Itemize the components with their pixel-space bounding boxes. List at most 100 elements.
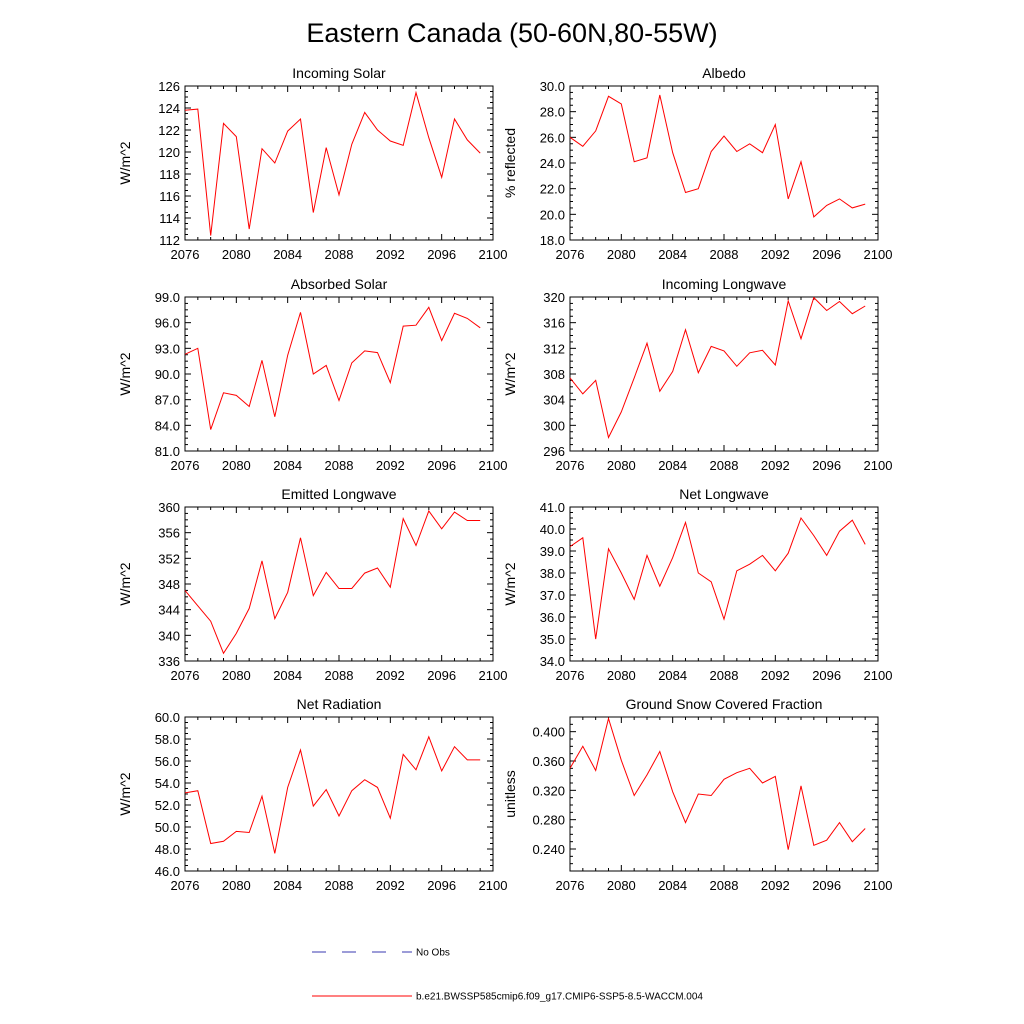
panel-2: Albedo 2076 2080 2084 2088 2092 2096 2100 18.0 20… xyxy=(502,65,892,262)
y-tick-label: 48.0 xyxy=(155,842,180,857)
x-tick-label: 2088 xyxy=(710,247,739,262)
y-tick-label: 0.320 xyxy=(532,783,565,798)
x-tick-label: 2100 xyxy=(864,668,893,683)
plot-frame xyxy=(569,506,879,662)
y-tick-label: 116 xyxy=(159,189,180,204)
y-tick-label: 114 xyxy=(159,211,180,226)
panel-4: Incoming Longwave 2076 2080 2084 2088 2092 209… xyxy=(502,276,892,473)
y-tick-label: 37.0 xyxy=(540,588,565,603)
x-tick-label: 2092 xyxy=(761,668,790,683)
x-tick-label: 2080 xyxy=(222,458,251,473)
y-tick-label: 28.0 xyxy=(540,105,565,120)
series-line xyxy=(184,90,481,236)
y-tick-label: 316 xyxy=(543,316,565,331)
x-tick-label: 2084 xyxy=(658,878,687,893)
panel-8: Ground Snow Covered Fraction 2076 2080 2084… xyxy=(502,696,892,893)
figure-title: Eastern Canada (50-60N,80-55W) xyxy=(306,18,717,48)
y-tick-label: 18.0 xyxy=(540,233,565,248)
y-tick-label: 360 xyxy=(158,500,180,515)
x-tick-label: 2080 xyxy=(607,458,636,473)
x-tick-label: 2076 xyxy=(171,458,200,473)
y-tick-label: 36.0 xyxy=(540,610,565,625)
x-tick-label: 2096 xyxy=(427,247,456,262)
x-tick-label: 2096 xyxy=(812,668,841,683)
y-tick-label: 30.0 xyxy=(540,79,565,94)
x-tick-label: 2076 xyxy=(171,247,200,262)
x-tick-label: 2088 xyxy=(325,668,354,683)
y-axis-label: unitless xyxy=(502,770,518,817)
y-tick-label: 126 xyxy=(158,79,180,94)
y-tick-label: 122 xyxy=(158,123,180,138)
legend-label: b.e21.BWSSP585cmip6.f09_g17.CMIP6-SSP5-8… xyxy=(416,992,703,1003)
plot-frame xyxy=(184,85,494,241)
legend-item: b.e21.BWSSP585cmip6.f09_g17.CMIP6-SSP5-8… xyxy=(312,992,703,1003)
x-tick-label: 2096 xyxy=(812,458,841,473)
x-tick-label: 2084 xyxy=(658,668,687,683)
y-tick-label: 87.0 xyxy=(155,393,180,408)
series-line xyxy=(569,716,866,850)
x-tick-label: 2080 xyxy=(222,668,251,683)
y-tick-label: 54.0 xyxy=(155,776,180,791)
panel-7: Net Radiation 2076 2080 2084 2088 2092 2096 210… xyxy=(117,696,507,893)
plot-frame xyxy=(184,296,494,452)
x-tick-label: 2092 xyxy=(376,458,405,473)
x-tick-label: 2084 xyxy=(658,247,687,262)
plot-frame xyxy=(569,85,879,241)
y-tick-label: 58.0 xyxy=(155,732,180,747)
y-tick-label: 336 xyxy=(158,654,180,669)
y-tick-label: 60.0 xyxy=(155,710,180,725)
x-tick-label: 2096 xyxy=(427,878,456,893)
panel-6: Net Longwave 2076 2080 2084 2088 2092 2096 2100… xyxy=(502,486,892,683)
panel-title: Absorbed Solar xyxy=(291,276,388,292)
y-axis-label: W/m^2 xyxy=(117,772,133,815)
y-tick-label: 352 xyxy=(158,551,180,566)
y-tick-label: 96.0 xyxy=(155,316,180,331)
x-tick-label: 2084 xyxy=(273,668,302,683)
y-tick-label: 41.0 xyxy=(540,500,565,515)
y-tick-label: 52.0 xyxy=(155,798,180,813)
panel-title: Incoming Longwave xyxy=(662,276,787,292)
x-tick-label: 2096 xyxy=(427,458,456,473)
panel-title: Net Radiation xyxy=(297,696,382,712)
y-tick-label: 0.400 xyxy=(532,725,565,740)
x-tick-label: 2100 xyxy=(864,878,893,893)
y-axis-label: % reflected xyxy=(502,128,518,198)
x-tick-label: 2088 xyxy=(325,247,354,262)
x-tick-label: 2100 xyxy=(479,878,508,893)
x-tick-label: 2092 xyxy=(376,247,405,262)
x-tick-label: 2076 xyxy=(556,247,585,262)
series-line xyxy=(184,306,481,430)
series-line xyxy=(569,296,866,439)
series-line xyxy=(184,735,481,854)
y-tick-label: 99.0 xyxy=(155,290,180,305)
x-tick-label: 2080 xyxy=(607,247,636,262)
x-tick-label: 2076 xyxy=(556,668,585,683)
x-tick-label: 2096 xyxy=(812,878,841,893)
y-tick-label: 300 xyxy=(543,418,565,433)
y-tick-label: 340 xyxy=(158,628,180,643)
x-tick-label: 2080 xyxy=(607,668,636,683)
x-tick-label: 2100 xyxy=(479,247,508,262)
y-tick-label: 124 xyxy=(158,101,180,116)
y-tick-label: 90.0 xyxy=(155,367,180,382)
x-tick-label: 2088 xyxy=(710,668,739,683)
y-tick-label: 348 xyxy=(158,577,180,592)
x-tick-label: 2076 xyxy=(171,668,200,683)
y-tick-label: 39.0 xyxy=(540,544,565,559)
x-tick-label: 2088 xyxy=(325,878,354,893)
y-tick-label: 344 xyxy=(158,603,180,618)
plot-frame xyxy=(569,716,879,872)
x-tick-label: 2096 xyxy=(427,668,456,683)
panel-title: Incoming Solar xyxy=(292,65,386,81)
legend: No Obs b.e21.BWSSP585cmip6.f09_g17.CMIP6-… xyxy=(312,948,703,1003)
y-axis-label: W/m^2 xyxy=(117,141,133,184)
y-tick-label: 24.0 xyxy=(540,156,565,171)
x-tick-label: 2092 xyxy=(761,878,790,893)
x-tick-label: 2092 xyxy=(376,878,405,893)
y-tick-label: 320 xyxy=(543,290,565,305)
y-tick-label: 0.280 xyxy=(532,813,565,828)
x-tick-label: 2076 xyxy=(556,878,585,893)
y-axis-label: W/m^2 xyxy=(117,562,133,605)
y-tick-label: 312 xyxy=(543,341,565,356)
